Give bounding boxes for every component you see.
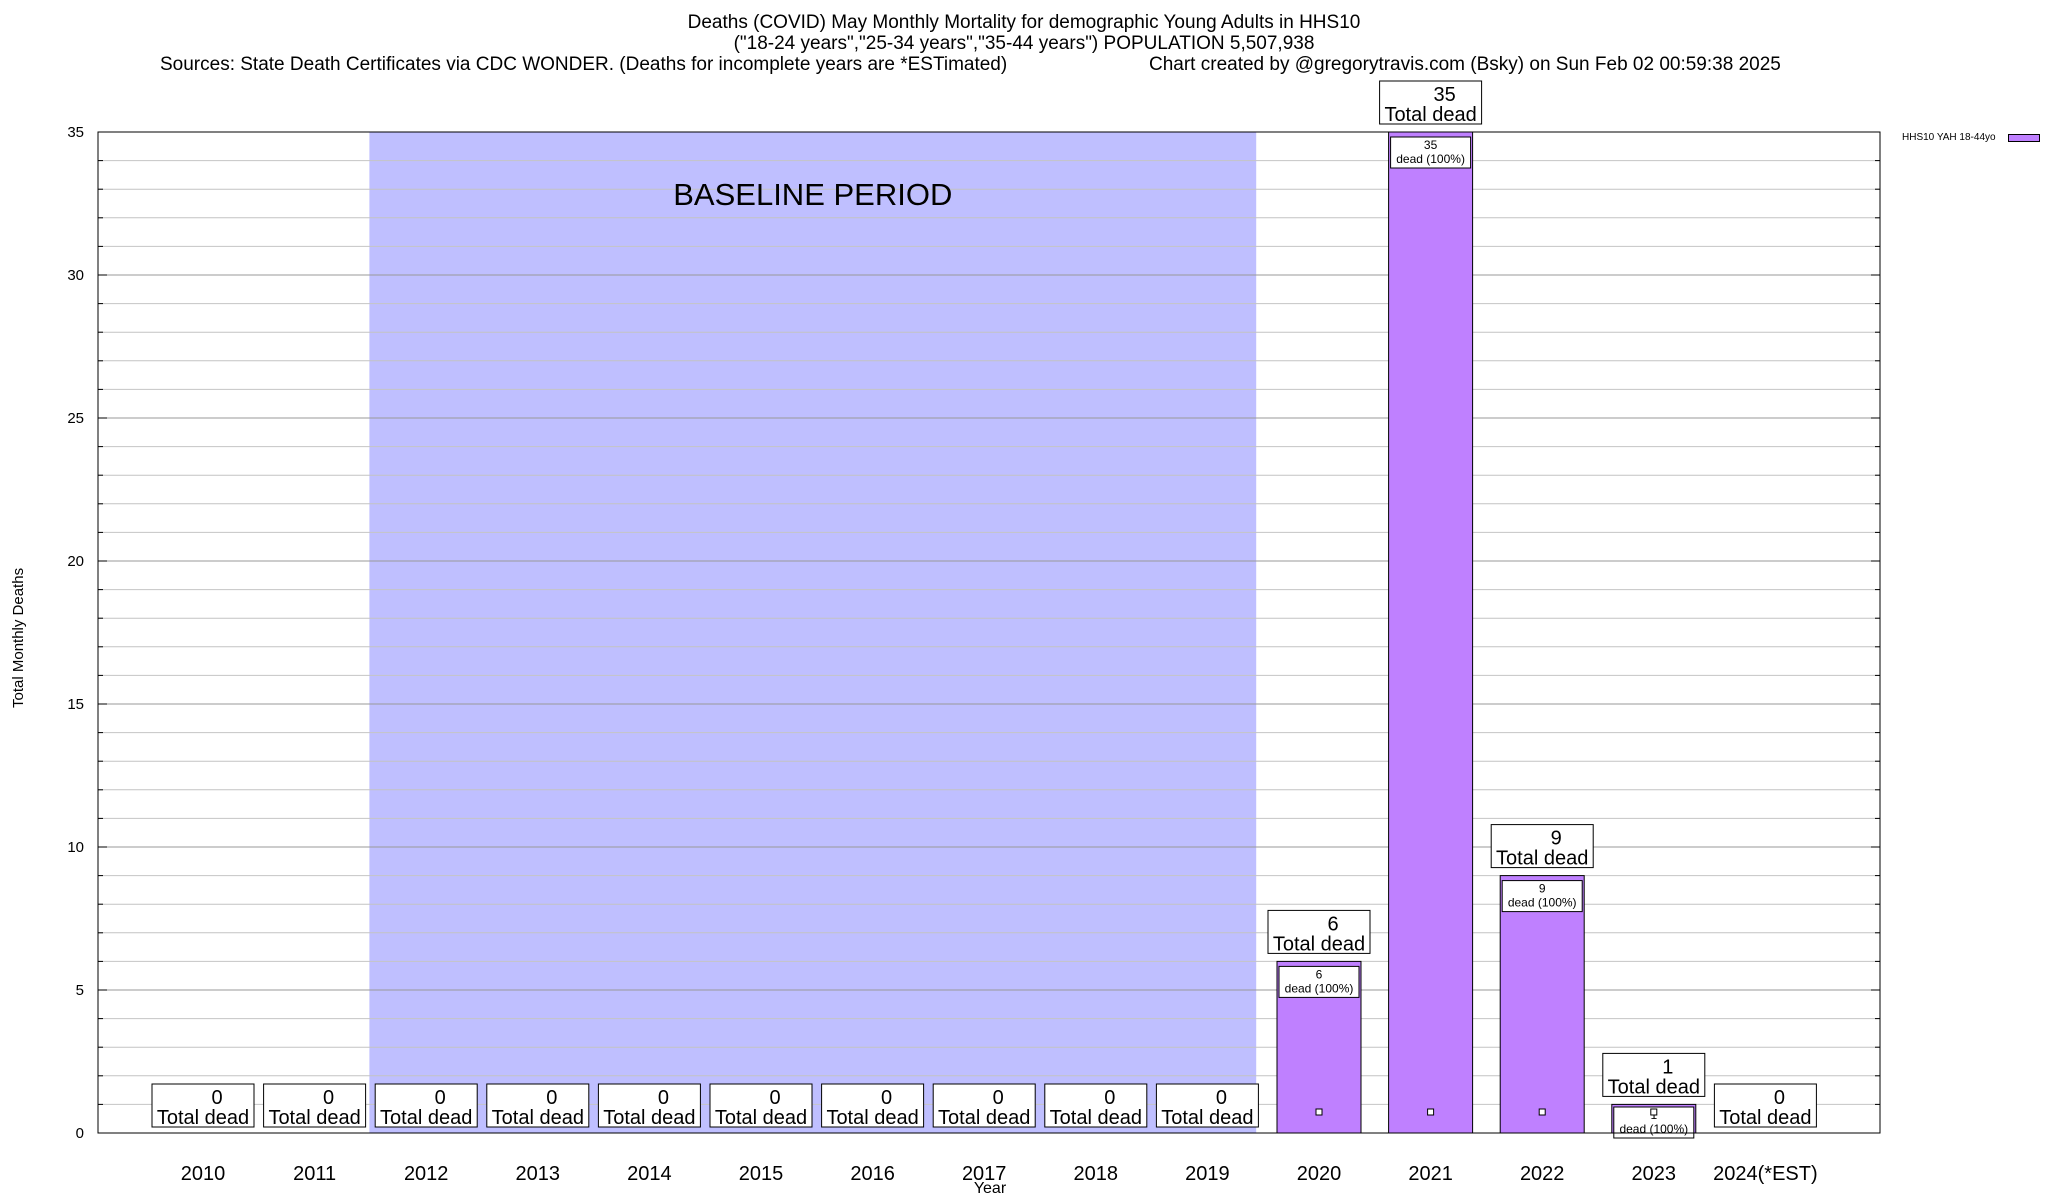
x-tick-label: 2015 — [739, 1163, 784, 1185]
total-value-label: 1 — [1662, 1056, 1673, 1078]
x-tick-label: 2021 — [1408, 1163, 1453, 1185]
total-value-box — [821, 1083, 925, 1128]
total-value-suffix: Total dead — [1608, 1076, 1700, 1098]
inner-value-box — [1390, 136, 1472, 169]
x-marker — [1315, 1108, 1323, 1116]
chart-credit-text: Chart created by @gregorytravis.com (Bsk… — [1149, 54, 1781, 75]
total-value-label: 0 — [769, 1087, 780, 1109]
inner-percent-label: dead (100%) — [1285, 981, 1354, 995]
total-value-box — [1155, 1083, 1259, 1128]
x-tick-label: 2022 — [1520, 1163, 1565, 1185]
inner-value-box — [1278, 965, 1360, 998]
total-value-suffix: Total dead — [1050, 1107, 1142, 1129]
y-tick-label: 0 — [76, 1125, 84, 1142]
total-value-box — [486, 1083, 590, 1128]
chart-title-line-2: ("18-24 years","25-34 years","35-44 year… — [733, 33, 1315, 54]
legend-series-label: HHS10 YAH 18-44yo — [1902, 132, 1996, 143]
y-tick-label: 30 — [67, 267, 84, 284]
x-tick-label: 2017 — [962, 1163, 1007, 1185]
total-value-suffix: Total dead — [380, 1107, 472, 1129]
inner-value-label: 35 — [1424, 138, 1438, 152]
total-value-label: 0 — [881, 1087, 892, 1109]
total-value-box — [1490, 824, 1594, 869]
total-value-label: 0 — [658, 1087, 669, 1109]
inner-value-box — [1501, 880, 1583, 913]
x-tick-label: 2018 — [1074, 1163, 1119, 1185]
x-tick-label: 2013 — [516, 1163, 561, 1185]
x-axis-label: Year — [973, 1180, 1007, 1197]
inner-percent-label: dead (100%) — [1396, 152, 1465, 166]
total-value-label: 0 — [993, 1087, 1004, 1109]
total-value-suffix: Total dead — [268, 1107, 360, 1129]
total-value-label: 0 — [1216, 1087, 1227, 1109]
total-value-box — [374, 1083, 478, 1128]
total-value-suffix: Total dead — [1161, 1107, 1253, 1129]
total-value-label: 0 — [546, 1087, 557, 1109]
total-value-label: 0 — [323, 1087, 334, 1109]
total-value-suffix: Total dead — [938, 1107, 1030, 1129]
y-tick-label: 35 — [67, 124, 84, 141]
bar — [1499, 875, 1585, 1134]
inner-value-label: 6 — [1316, 967, 1323, 981]
y-axis-label: Total Monthly Deaths — [10, 567, 27, 708]
x-tick-label: 2020 — [1297, 1163, 1342, 1185]
total-value-suffix: Total dead — [603, 1107, 695, 1129]
total-value-label: 0 — [1104, 1087, 1115, 1109]
inner-value-label: 9 — [1539, 882, 1546, 896]
total-value-label: 0 — [1774, 1087, 1785, 1109]
total-value-suffix: Total dead — [1384, 104, 1476, 126]
plot-frame — [97, 131, 1881, 1134]
y-tick-label: 5 — [76, 982, 84, 999]
total-value-box — [263, 1083, 367, 1128]
baseline-region — [369, 132, 1257, 1133]
x-tick-label: 2012 — [404, 1163, 449, 1185]
total-value-box — [1713, 1083, 1817, 1128]
inner-percent-label: dead (100%) — [1508, 896, 1577, 910]
inner-percent-label: dead (100%) — [1619, 1122, 1688, 1136]
total-value-box — [1044, 1083, 1148, 1128]
total-value-suffix: Total dead — [492, 1107, 584, 1129]
x-tick-label: 2019 — [1185, 1163, 1230, 1185]
x-tick-label: 2011 — [293, 1163, 336, 1185]
legend-swatch — [2008, 134, 2040, 142]
x-marker — [1650, 1108, 1658, 1116]
total-value-suffix: Total dead — [157, 1107, 249, 1129]
x-marker — [1538, 1108, 1546, 1116]
total-value-box — [1267, 909, 1371, 954]
y-tick-label: 20 — [67, 553, 84, 570]
total-value-box — [709, 1083, 813, 1128]
baseline-label: BASELINE PERIOD — [673, 177, 952, 212]
x-tick-label: 2010 — [181, 1163, 226, 1185]
total-value-box — [1602, 1052, 1706, 1097]
y-tick-label: 10 — [67, 839, 84, 856]
y-tick-label: 15 — [67, 696, 84, 713]
total-value-box — [151, 1083, 255, 1128]
x-tick-label: 2016 — [850, 1163, 895, 1185]
x-tick-label: 2023 — [1632, 1163, 1677, 1185]
bar — [1388, 131, 1474, 1134]
total-value-suffix: Total dead — [1719, 1107, 1811, 1129]
chart-title-line-1: Deaths (COVID) May Monthly Mortality for… — [687, 12, 1361, 33]
total-value-box — [932, 1083, 1036, 1128]
chart-source-text: Sources: State Death Certificates via CD… — [160, 54, 1008, 75]
x-marker — [1427, 1108, 1435, 1116]
total-value-label: 0 — [211, 1087, 222, 1109]
total-value-suffix: Total dead — [826, 1107, 918, 1129]
total-value-suffix: Total dead — [715, 1107, 807, 1129]
total-value-label: 6 — [1327, 913, 1338, 935]
total-value-box — [597, 1083, 701, 1128]
total-value-label: 0 — [435, 1087, 446, 1109]
total-value-label: 35 — [1433, 84, 1455, 106]
total-value-suffix: Total dead — [1496, 848, 1588, 870]
total-value-label: 9 — [1551, 828, 1562, 850]
x-tick-label: 2024(*EST) — [1713, 1163, 1818, 1185]
x-tick-label: 2014 — [627, 1163, 672, 1185]
total-value-suffix: Total dead — [1273, 933, 1365, 955]
y-tick-label: 25 — [67, 410, 84, 427]
total-value-box — [1379, 80, 1483, 125]
